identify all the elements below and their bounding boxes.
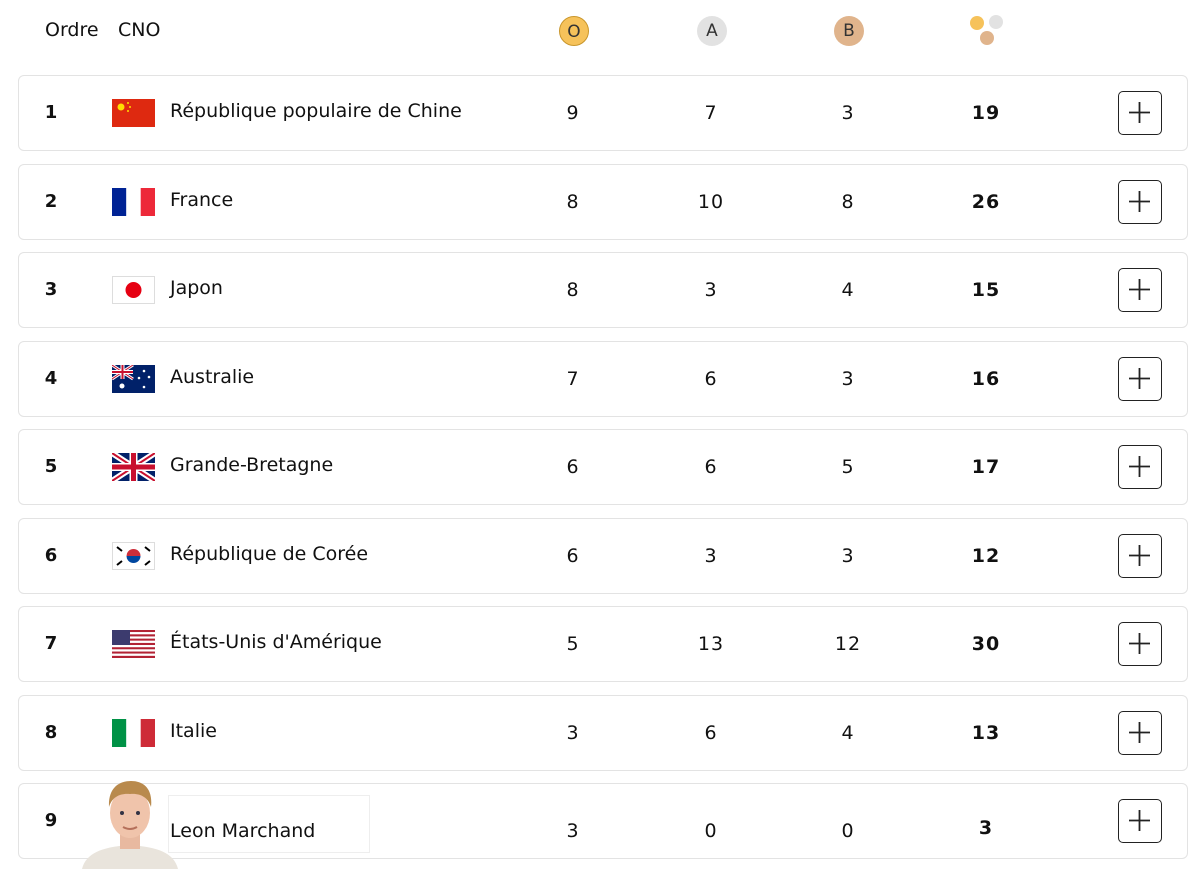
bronze-count: 8	[841, 190, 855, 213]
gold-header: O	[559, 16, 589, 46]
expand-button[interactable]	[1118, 268, 1162, 312]
gold-count: 8	[566, 279, 580, 301]
bronze-count: 4	[841, 279, 855, 301]
country-name: Grande-Bretagne	[170, 454, 334, 476]
rank: 9	[44, 810, 58, 831]
gold-count: 3	[566, 820, 580, 842]
gold-count: 9	[566, 102, 580, 124]
bronze-count: 3	[841, 367, 855, 390]
rank: 7	[44, 633, 58, 654]
order-header: Ordre	[45, 19, 99, 41]
silver-count: 6	[704, 721, 718, 744]
country-name: France	[170, 188, 234, 211]
silver-header: A	[697, 16, 727, 46]
rank: 4	[44, 367, 58, 389]
bronze-count: 0	[841, 820, 855, 842]
silver-count: 3	[704, 544, 718, 567]
total-count: 17	[971, 456, 1001, 478]
bronze-header: B	[834, 16, 864, 46]
gold-count: 3	[566, 721, 580, 744]
athlete-photo	[82, 775, 178, 869]
country-name: Japon	[170, 277, 223, 299]
total-count: 15	[971, 279, 1001, 301]
row-card	[18, 340, 1188, 417]
total-count: 16	[971, 367, 1001, 390]
bronze-count: 4	[841, 721, 855, 744]
rank: 5	[44, 456, 58, 477]
bronze-count: 3	[841, 544, 855, 567]
flag	[112, 541, 155, 570]
flag	[112, 630, 155, 658]
country-name: République de Corée	[170, 542, 369, 565]
total-count: 12	[971, 544, 1001, 567]
expand-button[interactable]	[1118, 533, 1162, 578]
rank: 2	[44, 190, 58, 212]
silver-count: 6	[704, 367, 718, 390]
gold-count: 7	[566, 367, 580, 390]
silver-count: 10	[697, 190, 725, 213]
row-card	[18, 606, 1188, 682]
total-count: 3	[978, 817, 994, 839]
row-card	[18, 517, 1188, 594]
total-count: 13	[971, 721, 1001, 744]
rank: 1	[44, 102, 58, 123]
flag	[112, 718, 155, 747]
country-name: États-Unis d'Amérique	[170, 631, 382, 653]
silver-count: 7	[704, 102, 718, 124]
gold-count: 5	[566, 633, 580, 655]
silver-count: 0	[704, 820, 718, 842]
rank: 3	[44, 279, 58, 300]
expand-button[interactable]	[1118, 91, 1162, 135]
flag	[110, 450, 157, 484]
expand-button[interactable]	[1118, 622, 1162, 666]
bronze-count: 3	[841, 102, 855, 124]
total-count: 19	[971, 102, 1001, 124]
expand-button[interactable]	[1118, 710, 1162, 755]
row-card	[18, 75, 1188, 151]
expand-button[interactable]	[1118, 356, 1162, 401]
flag	[112, 276, 155, 304]
gold-count: 6	[566, 456, 580, 478]
gold-count: 6	[566, 544, 580, 567]
row-card	[18, 694, 1188, 771]
silver-count: 13	[697, 633, 725, 655]
athlete-name: Leon Marchand	[170, 820, 316, 842]
flag	[112, 99, 155, 127]
flag	[111, 363, 155, 393]
total-icon	[970, 15, 1003, 45]
silver-count: 3	[704, 279, 718, 301]
rank: 8	[44, 721, 58, 743]
flag	[112, 187, 155, 216]
total-count: 30	[971, 633, 1001, 655]
total-count: 26	[971, 190, 1001, 213]
gold-count: 8	[566, 190, 580, 213]
expand-button[interactable]	[1118, 445, 1162, 489]
bronze-count: 12	[834, 633, 862, 655]
expand-button[interactable]	[1118, 179, 1162, 224]
row-card	[18, 429, 1188, 505]
name-box	[168, 795, 370, 853]
row-card	[18, 252, 1188, 328]
bronze-count: 5	[841, 456, 855, 478]
country-name: République populaire de Chine	[170, 100, 462, 122]
expand-button[interactable]	[1118, 799, 1162, 843]
country-name: Italie	[170, 719, 217, 742]
silver-count: 6	[704, 456, 718, 478]
noc-header: CNO	[118, 19, 161, 41]
country-name: Australie	[170, 365, 255, 388]
rank: 6	[44, 544, 58, 566]
row-card	[18, 163, 1188, 240]
